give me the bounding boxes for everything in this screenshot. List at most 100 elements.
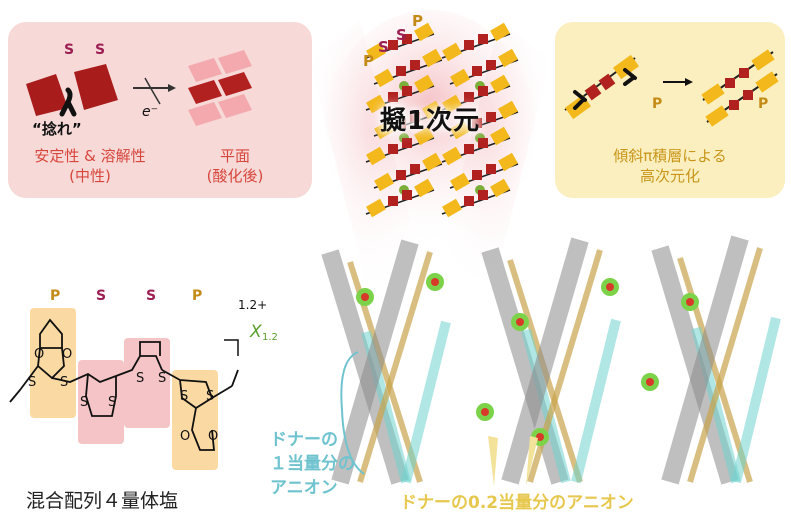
p-unit-highlight [172,370,218,470]
twisted-ring-left [26,74,68,116]
s-unit [388,144,398,154]
p-unit [422,100,442,120]
atom-s: S [28,375,36,390]
s-unit [472,118,482,128]
s-unit [478,190,488,200]
molecule-label-p: P [50,288,61,304]
donor-column [481,247,569,485]
atom-o: O [180,429,190,444]
bond-skeleton [9,318,239,451]
s-label: S [64,42,75,58]
planar-caption: 平面 (酸化後) [206,147,264,185]
s-unit [402,138,412,148]
p-unit [450,68,470,88]
slipped-stack-after [701,49,779,127]
anion-column [401,320,451,484]
s-unit [388,196,398,206]
donor-column [331,239,419,485]
twist-illustration [26,50,252,126]
atom-o: O [62,347,72,362]
slipped-stack-illustration [564,49,779,127]
atom-o: O [208,429,218,444]
one-equivalent-anion-label: ドナーの １当量分の アニオン [270,430,355,498]
p-unit [490,126,510,146]
p-unit-highlight [30,308,76,418]
anion-core [481,408,489,416]
p-unit [450,172,470,192]
atom-s: S [158,371,166,386]
tetramer-structure: O O S S S S S S S S O O [9,308,239,470]
anion-core [686,298,694,306]
p-unit [414,126,434,146]
anion-symbol: X [250,322,262,342]
s-unit [472,66,482,76]
s-unit [478,34,488,44]
p-unit [366,198,386,218]
s-unit [388,92,398,102]
p-unit [374,68,394,88]
stability-solubility-caption: 安定性 & 溶解性 (中性) [34,147,146,185]
atom-s: S [60,375,68,390]
s-unit [410,112,420,122]
p-unit [422,48,442,68]
donor-column-sulfur [357,251,433,483]
anion-core [431,278,439,286]
donor-column-sulfur [687,247,763,483]
atom-o: O [34,347,44,362]
anion-subscript: 1.2 [262,332,278,343]
s-unit [396,66,406,76]
dimensionality-caption: 傾斜π積層による 高次元化 [613,147,727,185]
p-unit [414,178,434,198]
p-unit [490,22,510,42]
pointer-wedges [488,436,538,486]
electron-label: e⁻ [142,104,159,120]
stack-label-p: P [412,12,423,30]
s-unit [486,164,496,174]
mixed-tetramer-caption: 混合配列４量体塩 [26,490,179,512]
p-unit [414,74,434,94]
p-unit [498,100,518,120]
anion-bracket [340,351,365,475]
anion-column [731,316,781,484]
anion-column [521,328,571,484]
p-unit [366,94,386,114]
p-unit [366,146,386,166]
anion-column [571,318,621,484]
p-unit [414,22,434,42]
s-unit [388,40,398,50]
p-unit [422,152,442,172]
donor-column [501,237,589,485]
s-unit [472,170,482,180]
s-unit [478,138,488,148]
atom-s: S [136,371,144,386]
p-unit [450,120,470,140]
s-unit [464,92,474,102]
s-unit [486,60,496,70]
p-unit [374,120,394,140]
anion-core [361,293,369,301]
twist-linkage [59,87,77,117]
twist-label: “捻れ” [32,120,82,138]
s-unit [464,40,474,50]
atom-s: S [180,389,188,404]
s-unit [402,34,412,44]
quasi-1d-title: 擬1次元 [380,106,481,136]
s-unit [410,164,420,174]
s-unit [486,112,496,122]
s-unit [464,144,474,154]
p-unit [490,178,510,198]
s-unit [396,170,406,180]
s-unit [478,86,488,96]
p-unit [442,198,462,218]
anion-core [516,318,524,326]
charge-label: 1.2+ [238,298,268,312]
molecule-label-p: P [192,288,203,304]
p-unit [374,172,394,192]
s-unit-highlight [78,360,124,444]
p-unit [498,152,518,172]
atom-s: S [108,395,116,410]
stack-label-s: S [396,26,407,44]
molecule-label-s: S [146,288,157,304]
atom-s: S [206,389,214,404]
p-unit [442,146,462,166]
